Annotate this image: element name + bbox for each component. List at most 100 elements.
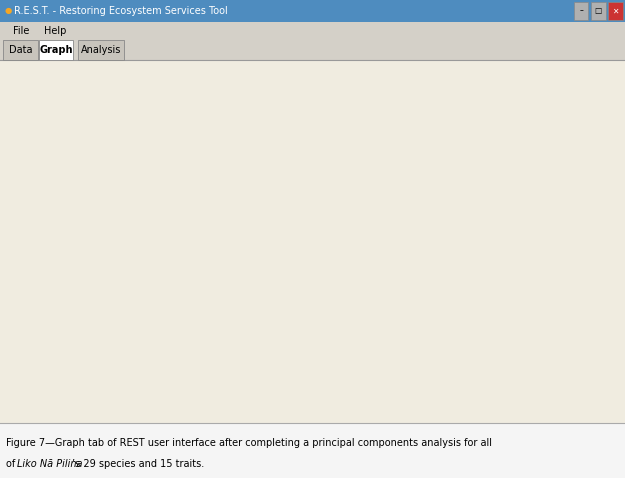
Text: 0.171: 0.171 — [553, 360, 577, 369]
Text: 0.249: 0.249 — [487, 280, 510, 288]
Bar — [420, 404, 598, 421]
Bar — [420, 372, 598, 389]
Text: -0.126: -0.126 — [521, 344, 548, 353]
Bar — [420, 135, 598, 149]
Text: Analysis: Analysis — [81, 45, 121, 55]
Text: 11: 11 — [428, 225, 439, 234]
Text: 0.254: 0.254 — [487, 360, 510, 369]
Text: 0.144: 0.144 — [521, 376, 544, 385]
Text: 25: 25 — [199, 170, 211, 179]
Text: CAIN: CAIN — [461, 138, 482, 146]
Bar — [598, 408, 622, 421]
Text: Help: Help — [44, 26, 66, 36]
Text: spgrav: spgrav — [422, 408, 451, 417]
Text: ANPL: ANPL — [461, 94, 484, 103]
Text: 0.: 0. — [584, 280, 591, 288]
Text: CONU: CONU — [461, 181, 487, 190]
Text: Figure 7—Graph tab of REST user interface after completing a principal component: Figure 7—Graph tab of REST user interfac… — [6, 438, 492, 448]
Text: 6: 6 — [428, 152, 434, 161]
Text: 0.: 0. — [584, 376, 591, 385]
Bar — [598, 244, 622, 256]
Text: 0.172: 0.172 — [487, 408, 511, 417]
Text: 6: 6 — [278, 308, 284, 317]
Text: File: File — [12, 26, 29, 36]
Text: thk: thk — [422, 280, 436, 288]
Bar — [420, 340, 598, 356]
Text: Species: Species — [461, 65, 503, 75]
Text: lfarea: lfarea — [422, 295, 446, 304]
Text: 17: 17 — [177, 205, 189, 214]
Bar — [599, 80, 620, 97]
Text: ▲: ▲ — [607, 247, 612, 253]
Text: 23: 23 — [198, 157, 209, 166]
Bar — [420, 292, 598, 308]
Text: ▲: ▲ — [607, 66, 612, 72]
Text: 0.263: 0.263 — [553, 344, 577, 353]
Text: 27: 27 — [184, 232, 196, 241]
Text: -0.345: -0.345 — [487, 344, 513, 353]
Text: 8: 8 — [355, 292, 361, 301]
Text: □: □ — [595, 7, 602, 15]
Bar — [420, 276, 598, 292]
Text: 26: 26 — [118, 213, 130, 222]
Text: 0.05: 0.05 — [553, 327, 572, 337]
Text: of: of — [6, 459, 19, 469]
Text: 0.374: 0.374 — [521, 408, 545, 417]
Text: water: water — [422, 312, 446, 321]
Text: 19: 19 — [127, 342, 139, 351]
Text: 4: 4 — [46, 226, 52, 235]
Text: -0: -0 — [584, 295, 592, 304]
Text: 4: 4 — [428, 123, 434, 132]
Text: PC #3: PC #3 — [553, 247, 581, 256]
Text: 1: 1 — [428, 79, 434, 88]
Text: ’s 29 species and 15 traits.: ’s 29 species and 15 traits. — [72, 459, 205, 469]
Text: 15: 15 — [204, 203, 216, 212]
Bar — [420, 222, 598, 237]
Text: CIGL: CIGL — [461, 152, 481, 161]
Text: -0.356: -0.356 — [521, 312, 548, 321]
Text: pcont: pcont — [422, 392, 446, 401]
Text: 22: 22 — [208, 148, 219, 157]
Text: 2: 2 — [179, 180, 184, 189]
Text: 0.153: 0.153 — [553, 408, 577, 417]
Text: 7: 7 — [278, 349, 284, 358]
Bar — [424, 421, 448, 428]
Text: PC #1: PC #1 — [487, 247, 514, 256]
Text: 0.: 0. — [584, 312, 591, 321]
Bar — [420, 207, 598, 222]
Text: 8: 8 — [428, 181, 434, 190]
Text: 0.314: 0.314 — [487, 263, 511, 272]
Bar — [420, 106, 598, 120]
Bar — [420, 63, 622, 76]
Bar — [420, 324, 598, 340]
Bar — [599, 261, 620, 297]
Text: -0: -0 — [584, 344, 592, 353]
Text: -0.387: -0.387 — [521, 295, 548, 304]
Text: ●: ● — [5, 7, 12, 15]
Text: 24: 24 — [159, 172, 170, 181]
Text: 9: 9 — [117, 204, 122, 213]
Text: 29: 29 — [198, 232, 209, 241]
Text: -0.188: -0.188 — [521, 392, 548, 401]
Title: Principal Components Analysis (PCA) Graph: Principal Components Analysis (PCA) Grap… — [85, 45, 343, 58]
Text: 3: 3 — [428, 109, 434, 117]
X-axis label: Principal Component #1: Principal Component #1 — [62, 445, 189, 456]
Text: -0.185: -0.185 — [487, 312, 513, 321]
Text: lfpet: lfpet — [422, 263, 441, 272]
Text: -0.354: -0.354 — [521, 263, 548, 272]
Text: BRPA: BRPA — [461, 123, 484, 132]
Text: cnratio: cnratio — [422, 376, 451, 385]
Text: 12: 12 — [309, 99, 321, 109]
Text: Data: Data — [9, 45, 32, 55]
Bar — [420, 149, 598, 164]
Text: 10: 10 — [428, 210, 439, 219]
Text: 13: 13 — [236, 189, 248, 198]
Bar — [420, 421, 598, 428]
Text: 0.195: 0.195 — [553, 312, 577, 321]
Bar — [420, 91, 598, 106]
Text: –: – — [579, 7, 583, 15]
Text: MAIN: MAIN — [461, 225, 484, 234]
Text: R.E.S.T. - Restoring Ecosystem Services Tool: R.E.S.T. - Restoring Ecosystem Services … — [14, 6, 227, 16]
Bar — [420, 244, 598, 260]
Text: CIME: CIME — [461, 167, 482, 175]
